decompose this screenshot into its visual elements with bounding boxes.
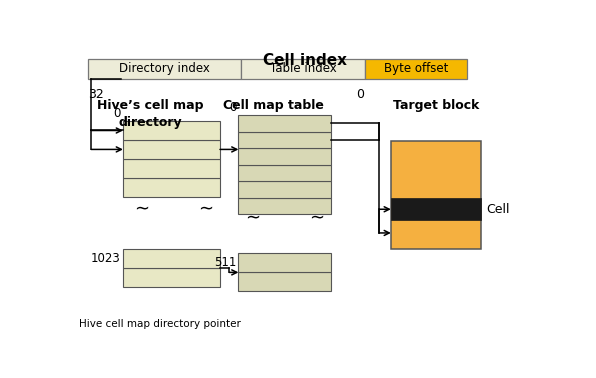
- Bar: [123, 178, 220, 197]
- Text: ∼: ∼: [245, 209, 260, 228]
- Bar: [238, 273, 331, 291]
- Text: 1023: 1023: [91, 252, 120, 265]
- Text: 511: 511: [214, 256, 236, 270]
- Text: Directory index: Directory index: [119, 62, 210, 76]
- Text: 0: 0: [356, 88, 364, 101]
- Text: Hive’s cell map
directory: Hive’s cell map directory: [98, 99, 204, 129]
- Bar: [241, 59, 365, 79]
- Text: Hive cell map directory pointer: Hive cell map directory pointer: [79, 319, 241, 329]
- Bar: [238, 198, 331, 214]
- Text: Cell: Cell: [486, 203, 510, 216]
- Text: 0: 0: [229, 101, 236, 114]
- Bar: [238, 132, 331, 148]
- Text: Cell index: Cell index: [263, 53, 347, 68]
- Bar: [391, 141, 481, 249]
- Text: Cell map table: Cell map table: [223, 99, 324, 112]
- Text: Target block: Target block: [393, 99, 479, 112]
- Bar: [123, 249, 220, 268]
- Bar: [123, 140, 220, 159]
- Text: Byte offset: Byte offset: [384, 62, 449, 76]
- Bar: [365, 59, 467, 79]
- Bar: [123, 268, 220, 287]
- Bar: [238, 115, 331, 132]
- Bar: [238, 148, 331, 165]
- Bar: [238, 254, 331, 273]
- Text: 0: 0: [113, 107, 120, 119]
- Text: ∼: ∼: [309, 209, 325, 228]
- Bar: [123, 121, 220, 140]
- Bar: [123, 159, 220, 178]
- Bar: [88, 59, 241, 79]
- Bar: [391, 198, 481, 220]
- Bar: [238, 165, 331, 181]
- Text: 32: 32: [88, 88, 104, 101]
- Text: ∼: ∼: [134, 201, 149, 219]
- Text: ∼: ∼: [198, 201, 214, 219]
- Bar: [238, 181, 331, 198]
- Text: Table index: Table index: [270, 62, 337, 76]
